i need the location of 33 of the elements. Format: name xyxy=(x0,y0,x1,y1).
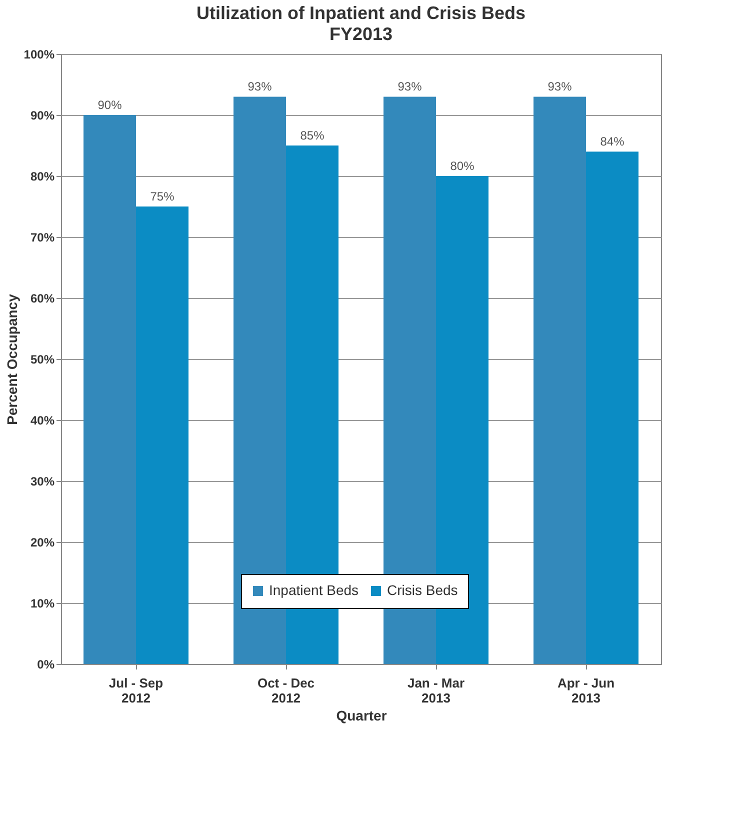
chart-title: Utilization of Inpatient and Crisis Beds xyxy=(196,3,526,23)
x-axis-title: Quarter xyxy=(336,708,388,724)
data-label: 93% xyxy=(548,80,572,94)
legend-label: Crisis Beds xyxy=(387,582,458,598)
bar xyxy=(586,152,638,664)
y-tick-label: 90% xyxy=(30,108,55,122)
data-label: 90% xyxy=(98,98,122,112)
y-tick-label: 50% xyxy=(30,352,55,366)
y-tick-label: 80% xyxy=(30,170,55,184)
x-tick-label: Jan - Mar 2013 xyxy=(407,676,465,706)
data-label: 75% xyxy=(150,190,175,204)
chart-subtitle: FY2013 xyxy=(329,24,393,44)
y-axis-title: Percent Occupancy xyxy=(4,294,20,425)
bar xyxy=(84,115,136,664)
y-tick-label: 10% xyxy=(30,596,55,610)
y-tick-label: 40% xyxy=(30,414,55,428)
bar xyxy=(136,206,188,664)
data-label: 84% xyxy=(600,134,625,149)
y-tick-label: 20% xyxy=(30,536,55,550)
y-tick-label: 60% xyxy=(30,292,55,306)
data-label: 93% xyxy=(248,80,272,94)
x-tick-label: Apr - Jun 2013 xyxy=(557,676,615,706)
x-tick-label: Oct - Dec 2012 xyxy=(257,676,315,706)
y-tick-label: 70% xyxy=(30,230,55,244)
y-tick-label: 30% xyxy=(30,474,55,488)
data-label: 85% xyxy=(300,128,325,142)
legend-label: Inpatient Beds xyxy=(269,582,359,598)
bar xyxy=(534,96,586,664)
y-tick-label: 100% xyxy=(24,48,55,62)
y-tick-label: 0% xyxy=(37,658,55,672)
x-tick-label: Jul - Sep 2012 xyxy=(108,676,164,706)
data-label: 93% xyxy=(398,80,422,94)
data-label: 80% xyxy=(450,159,475,173)
